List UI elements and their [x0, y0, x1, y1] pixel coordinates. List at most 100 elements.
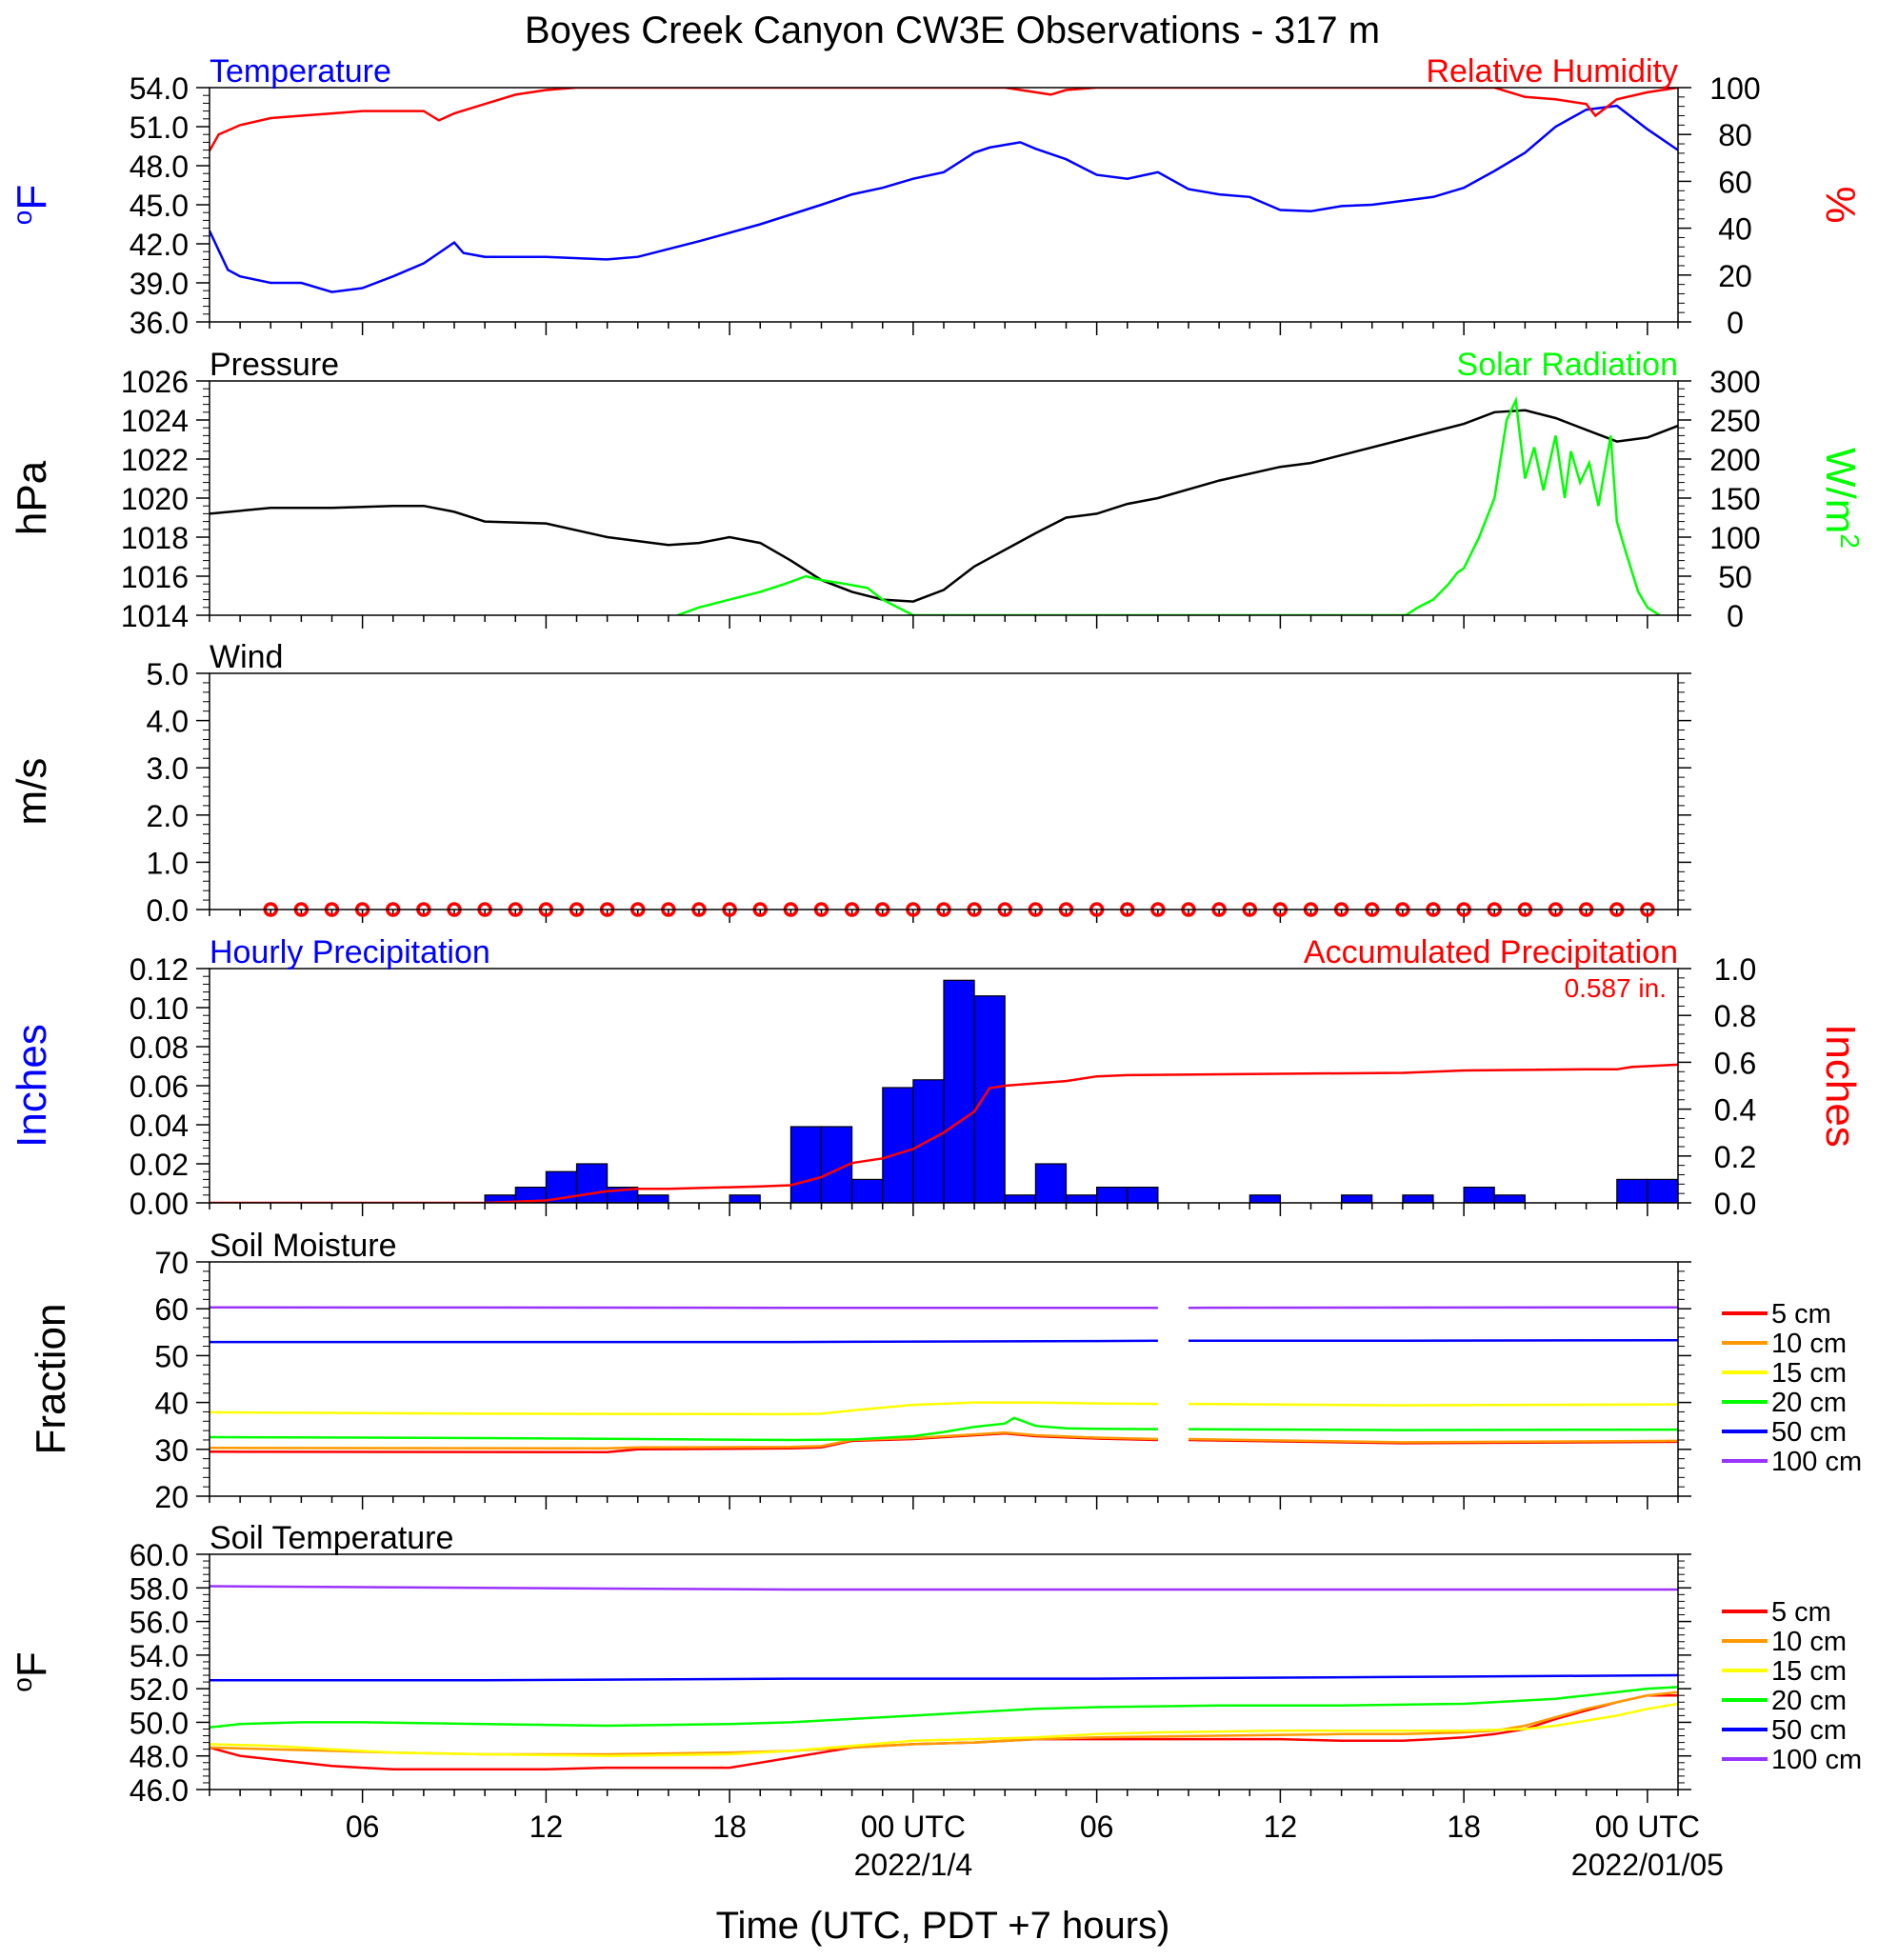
plot-area — [210, 396, 1678, 615]
x-tick-label: 18 — [1447, 1810, 1481, 1844]
y-tick-label-left: 0.10 — [130, 991, 189, 1026]
panel-frame — [209, 672, 1679, 910]
series-line-15-cm — [210, 1401, 1158, 1416]
panel-title-left: Pressure — [210, 347, 339, 383]
y-tick-label-left: 0.06 — [130, 1070, 189, 1104]
y-tick-label-right: 60 — [1718, 165, 1752, 199]
y-tick-label-left: 45.0 — [130, 189, 189, 223]
y-tick-label-left: 0.12 — [130, 952, 189, 987]
y-tick-label-right: 1.0 — [1714, 952, 1756, 987]
series-line-pressure — [210, 409, 1678, 603]
y-tick-label-left: 60.0 — [130, 1538, 189, 1572]
y-axis-title-left: hPa — [9, 460, 55, 535]
y-tick-label-left: 48.0 — [130, 150, 189, 184]
precip-bar — [729, 1194, 761, 1203]
panels-group: 36.0 39.0 42.0 45.0 48.0 51.0 54.0 0 20 40 60 80 100… — [8, 53, 1866, 1808]
x-axis: 06 12 18 00 UTC 06 12 18 00 UTC 2022/1/4 2022/01/… — [346, 1810, 1724, 1882]
series-line-temperature — [210, 104, 1678, 293]
precip-bar — [1463, 1186, 1495, 1203]
precip-bar — [1493, 1194, 1527, 1203]
y-tick-label-left: 1018 — [121, 521, 189, 555]
panel-frame — [209, 1553, 1679, 1790]
precip-bar — [943, 979, 975, 1203]
legend-label-20-cm: 20 cm — [1771, 1388, 1847, 1418]
series-line-solar-radiation — [677, 396, 1661, 615]
legend-label-5-cm: 5 cm — [1771, 1299, 1831, 1330]
series-line-50-cm — [210, 1339, 1158, 1344]
series-line-5-cm — [210, 1431, 1158, 1454]
y-tick-label-left: 1022 — [121, 443, 189, 477]
precip-bar — [1004, 1194, 1037, 1203]
y-tick-label-left: 0.0 — [147, 893, 189, 928]
precip-bar — [882, 1087, 914, 1203]
legend-label-100-cm: 100 cm — [1771, 1745, 1862, 1775]
precip-bar — [1095, 1186, 1129, 1203]
y-tick-label-right: 0.8 — [1714, 999, 1756, 1033]
series-line-15-cm — [210, 1702, 1678, 1757]
x-tick-label: 06 — [1080, 1810, 1114, 1844]
precip-bar — [1249, 1194, 1282, 1203]
series-line-15-cm — [1188, 1402, 1678, 1407]
legend-label-10-cm: 10 cm — [1771, 1627, 1847, 1657]
x-date-label: 2022/01/05 — [1571, 1848, 1724, 1882]
panel-soil-temperature: 46.048.050.052.054.056.058.060.0 Soil Tem… — [8, 1520, 1863, 1808]
y-tick-label-right: 100 — [1709, 71, 1760, 106]
y-tick-label-right: 0.2 — [1714, 1140, 1756, 1174]
x-tick-label: 00 UTC — [861, 1810, 966, 1844]
y-tick-label-left: 1016 — [121, 560, 189, 594]
legend-label-50-cm: 50 cm — [1771, 1715, 1847, 1746]
x-tick-label: 18 — [712, 1810, 747, 1844]
y-tick-label-right: 0 — [1727, 599, 1744, 633]
precip-bar — [789, 1126, 823, 1203]
y-axis-title-right: Inches — [1817, 1024, 1864, 1148]
y-tick-label-right: 80 — [1718, 118, 1752, 152]
y-tick-label-right: 300 — [1709, 365, 1760, 399]
legend-label-15-cm: 15 cm — [1771, 1656, 1847, 1687]
y-tick-label-left: 0.00 — [130, 1187, 189, 1221]
y-tick-label-left: 2.0 — [147, 799, 189, 833]
y-tick-label-left: 1026 — [121, 365, 189, 399]
series-line-50-cm — [210, 1673, 1678, 1682]
y-tick-label-right: 40 — [1718, 212, 1752, 247]
panel-soil-moisture: 20 30 40 50 60 70 Soil Moisture Fraction 5 cm10 … — [28, 1228, 1862, 1514]
panel-title-left: Soil Moisture — [210, 1228, 397, 1264]
precip-total-annotation: 0.587 in. — [1565, 973, 1667, 1003]
panel-title-left: Hourly Precipitation — [210, 934, 490, 970]
precip-bar — [1127, 1186, 1159, 1203]
y-tick-label-right: 20 — [1718, 259, 1752, 293]
y-tick-label-left: 0.08 — [130, 1030, 189, 1065]
panel-temperature: 36.0 39.0 42.0 45.0 48.0 51.0 54.0 0 20 40 60 80 100… — [8, 53, 1865, 340]
series-line-10-cm — [1188, 1437, 1678, 1444]
y-tick-label-left: 1020 — [121, 482, 189, 516]
y-tick-label-left: 30 — [154, 1433, 189, 1468]
panel-title-right: Accumulated Precipitation — [1304, 934, 1678, 970]
y-tick-label-right: 0.4 — [1714, 1093, 1756, 1128]
y-tick-label-left: 60 — [154, 1292, 189, 1327]
y-tick-label-left: 52.0 — [130, 1672, 189, 1707]
plot-area — [210, 979, 1678, 1203]
series-line-50-cm — [1189, 1338, 1678, 1342]
y-tick-label-right: 50 — [1718, 560, 1752, 594]
legend-label-20-cm: 20 cm — [1771, 1686, 1847, 1716]
precip-bar — [1340, 1194, 1373, 1203]
panel-frame — [209, 1261, 1679, 1497]
legend-label-100-cm: 100 cm — [1771, 1447, 1862, 1477]
legend-label-5-cm: 5 cm — [1771, 1597, 1831, 1628]
precip-bar — [575, 1163, 609, 1203]
y-tick-label-left: 0.04 — [130, 1109, 189, 1143]
y-tick-label-right: 0.0 — [1714, 1187, 1756, 1221]
y-tick-label-left: 36.0 — [130, 306, 189, 340]
series-line-100-cm — [1188, 1306, 1678, 1310]
y-axis-title-left: Inches — [9, 1024, 55, 1148]
y-tick-label-left: 1024 — [121, 404, 189, 438]
y-tick-label-right: 0.6 — [1714, 1046, 1756, 1080]
panel-title-left: Soil Temperature — [210, 1520, 453, 1556]
plot-area — [210, 1306, 1678, 1454]
y-tick-label-right: 250 — [1709, 404, 1760, 438]
y-tick-label-right: 150 — [1709, 482, 1760, 516]
panel-pressure: 1014 1016 1018 1020 1022 1024 1026 0 50 100 150 200… — [9, 347, 1866, 633]
panel-frame — [209, 968, 1679, 1204]
y-tick-label-left: 50.0 — [130, 1706, 189, 1740]
y-tick-label-left: 20 — [154, 1480, 189, 1514]
x-tick-label: 00 UTC — [1595, 1810, 1700, 1844]
